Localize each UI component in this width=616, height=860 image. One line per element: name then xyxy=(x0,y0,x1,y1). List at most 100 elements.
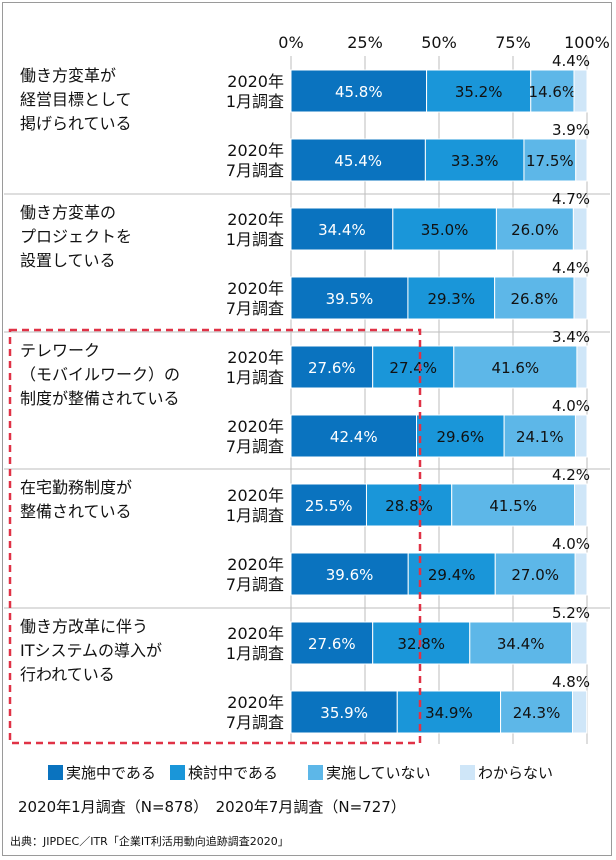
data-label: 24.1% xyxy=(516,428,564,446)
survey-label: 2020年 xyxy=(227,555,284,574)
legend-swatch xyxy=(308,765,323,780)
x-tick-label: 50% xyxy=(421,33,457,52)
survey-label: 2020年 xyxy=(227,348,284,367)
bar-segment xyxy=(290,345,374,389)
survey-label: 2020年 xyxy=(227,210,284,229)
survey-label: 2020年 xyxy=(227,417,284,436)
bar-segment xyxy=(574,483,588,527)
bar-segment xyxy=(530,69,575,113)
data-label: 28.8% xyxy=(385,497,433,515)
data-label: 29.6% xyxy=(436,428,484,446)
x-tick-label: 100% xyxy=(564,33,610,52)
bar-segment xyxy=(290,207,394,251)
category-label: 掲げられている xyxy=(20,114,132,133)
category-label: 設置している xyxy=(20,251,116,270)
bar-segment xyxy=(495,207,574,251)
data-label: 24.3% xyxy=(513,704,561,722)
survey-label: 1月調査 xyxy=(226,368,284,387)
data-label: 17.5% xyxy=(526,152,574,170)
data-label: 14.6% xyxy=(529,83,577,101)
survey-label: 7月調査 xyxy=(226,161,284,180)
data-label: 4.8% xyxy=(552,673,590,691)
sample-size-note: 2020年1月調査（N=878） 2020年7月調査（N=727） xyxy=(18,798,406,816)
legend-swatch xyxy=(170,765,185,780)
data-label: 35.9% xyxy=(320,704,368,722)
bar-segment xyxy=(500,690,573,734)
bar-segment xyxy=(571,621,588,665)
data-label: 35.0% xyxy=(421,221,469,239)
survey-label: 7月調査 xyxy=(226,437,284,456)
bar-segment xyxy=(290,414,418,458)
data-label: 27.0% xyxy=(511,566,559,584)
legend-label: 実施していない xyxy=(326,764,431,782)
bar-segment xyxy=(290,552,409,596)
bar-segment xyxy=(416,414,505,458)
category-label: ITシステムの導入が xyxy=(20,641,162,660)
data-label: 26.0% xyxy=(511,221,559,239)
bar-segment xyxy=(396,690,502,734)
data-label: 33.3% xyxy=(451,152,499,170)
survey-label: 2020年 xyxy=(227,72,284,91)
bar-segment xyxy=(407,276,496,320)
data-label: 25.5% xyxy=(305,497,353,515)
survey-label: 1月調査 xyxy=(226,230,284,249)
data-label: 42.4% xyxy=(330,428,378,446)
bar-segment xyxy=(494,276,575,320)
data-label: 5.2% xyxy=(552,604,590,622)
data-label: 4.4% xyxy=(552,52,590,70)
data-label: 4.2% xyxy=(552,466,590,484)
bar-segment xyxy=(574,552,588,596)
data-label: 4.0% xyxy=(552,535,590,553)
bar-segment xyxy=(424,138,525,182)
data-label: 3.4% xyxy=(552,328,590,346)
category-label: 行われている xyxy=(20,665,115,684)
survey-label: 2020年 xyxy=(227,693,284,712)
data-label: 39.5% xyxy=(326,290,374,308)
data-label: 34.4% xyxy=(497,635,545,653)
survey-label: 1月調査 xyxy=(226,506,284,525)
category-label: 整備されている xyxy=(20,502,132,521)
bar-segment xyxy=(523,138,577,182)
bar-segment xyxy=(571,690,588,734)
bar-segment xyxy=(575,138,588,182)
x-tick-label: 75% xyxy=(495,33,531,52)
legend-swatch xyxy=(460,765,475,780)
data-label: 27.4% xyxy=(389,359,437,377)
bar-segment xyxy=(290,276,409,320)
category-label: 働き方改革に伴う xyxy=(20,617,148,636)
x-tick-label: 0% xyxy=(278,33,303,52)
legend: 実施中である 検討中である 実施していない わからない xyxy=(48,764,553,782)
data-label: 34.4% xyxy=(318,221,366,239)
bar-segment xyxy=(469,621,573,665)
highlight-box xyxy=(8,328,422,745)
data-label: 41.5% xyxy=(489,497,537,515)
category-label: 経営目標として xyxy=(20,90,132,109)
data-label: 4.4% xyxy=(552,259,590,277)
survey-label: 7月調査 xyxy=(226,713,284,732)
category-label: 在宅勤務制度が xyxy=(20,478,132,497)
data-label: 26.8% xyxy=(510,290,558,308)
legend-swatch xyxy=(48,765,63,780)
source-note: 出典：JIPDEC／ITR「企業IT利活用動向追跡調査2020」 xyxy=(10,834,289,848)
survey-label: 2020年 xyxy=(227,141,284,160)
data-label: 3.9% xyxy=(552,121,590,139)
bar-segment xyxy=(572,207,588,251)
legend-label: 実施中である xyxy=(66,764,156,782)
survey-label: 2020年 xyxy=(227,624,284,643)
category-label: 働き方変革が xyxy=(20,66,116,85)
survey-label: 7月調査 xyxy=(226,299,284,318)
x-axis-ticks: 0% 25% 50% 75% 100% xyxy=(278,33,610,52)
legend-label: わからない xyxy=(478,764,553,782)
bar-segment xyxy=(290,621,374,665)
bar-segment xyxy=(407,552,496,596)
data-label: 27.6% xyxy=(308,635,356,653)
data-label: 41.6% xyxy=(492,359,540,377)
x-tick-label: 25% xyxy=(347,33,383,52)
row-labels: 働き方変革が経営目標として掲げられている2020年1月調査2020年7月調査働き… xyxy=(20,66,284,732)
data-label: 45.4% xyxy=(334,152,382,170)
bar-segment xyxy=(392,207,497,251)
survey-label: 7月調査 xyxy=(226,575,284,594)
bar-segment xyxy=(574,414,588,458)
